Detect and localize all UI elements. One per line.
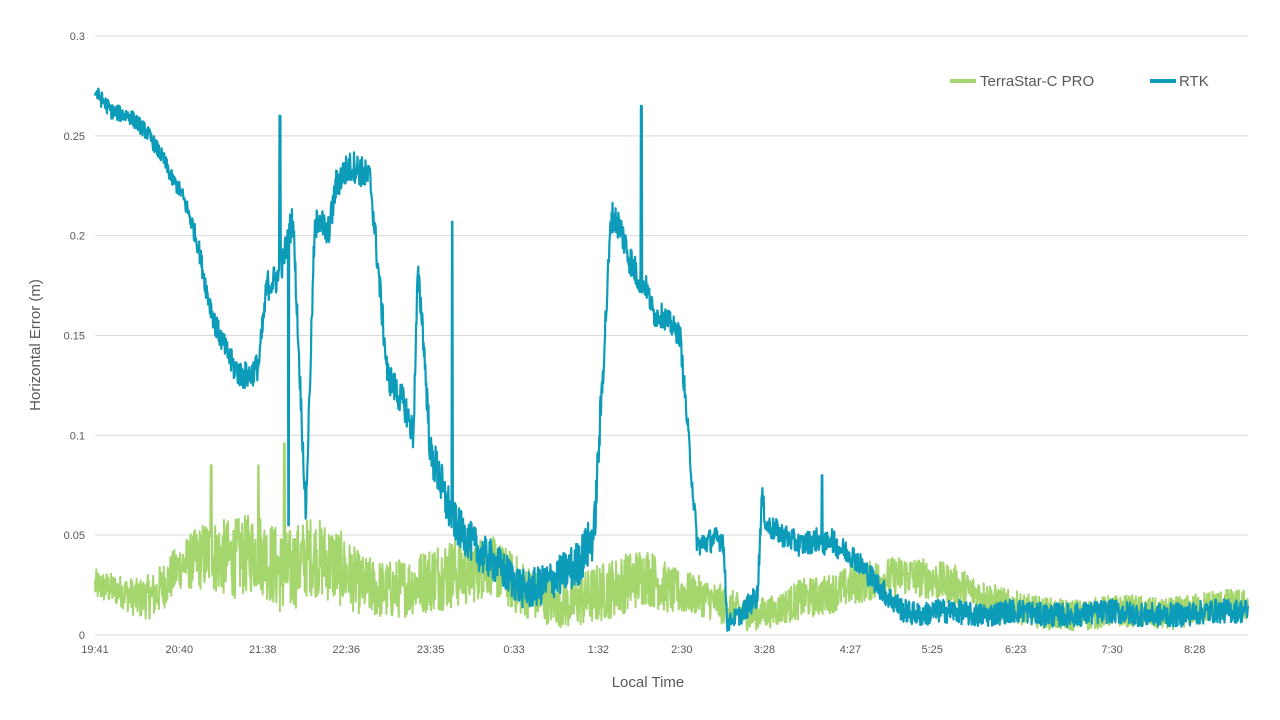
y-tick-label: 0.25 [64,131,85,143]
y-tick-label: 0.05 [64,530,85,542]
x-axis-tick-labels: 19:41 20:40 21:38 22:36 23:35 0:33 1:32 2:30 3:2… [81,644,1205,656]
y-tick-label: 0.3 [70,31,85,43]
y-axis-title: Horizontal Error (m) [27,279,44,411]
y-tick-label: 0 [79,630,85,642]
x-tick-label: 23:35 [417,644,445,656]
x-tick-label: 2:30 [671,644,692,656]
x-tick-label: 8:28 [1184,644,1205,656]
legend-label-terrastar: TerraStar-C PRO [980,73,1094,90]
x-tick-label: 5:25 [922,644,943,656]
x-tick-label: 7:30 [1101,644,1122,656]
y-tick-label: 0.1 [70,430,85,442]
x-tick-label: 3:28 [754,644,775,656]
series-lines [93,87,1250,632]
series-line-terrastar-c-pro [94,442,1249,632]
x-tick-label: 22:36 [332,644,360,656]
x-axis-title: Local Time [612,674,685,691]
y-tick-label: 0.2 [70,231,85,243]
x-tick-label: 0:33 [503,644,524,656]
x-tick-label: 20:40 [166,644,194,656]
series-line-rtk [93,87,1250,632]
legend-label-rtk: RTK [1179,73,1209,90]
legend: TerraStar-C PRO RTK [950,73,1209,90]
x-tick-label: 6:23 [1005,644,1026,656]
y-axis-tick-labels: 0 0.05 0.1 0.15 0.2 0.25 0.3 [64,31,85,642]
x-tick-label: 1:32 [588,644,609,656]
y-tick-label: 0.15 [64,331,85,343]
x-tick-label: 21:38 [249,644,277,656]
x-tick-label: 4:27 [840,644,861,656]
x-tick-label: 19:41 [81,644,109,656]
